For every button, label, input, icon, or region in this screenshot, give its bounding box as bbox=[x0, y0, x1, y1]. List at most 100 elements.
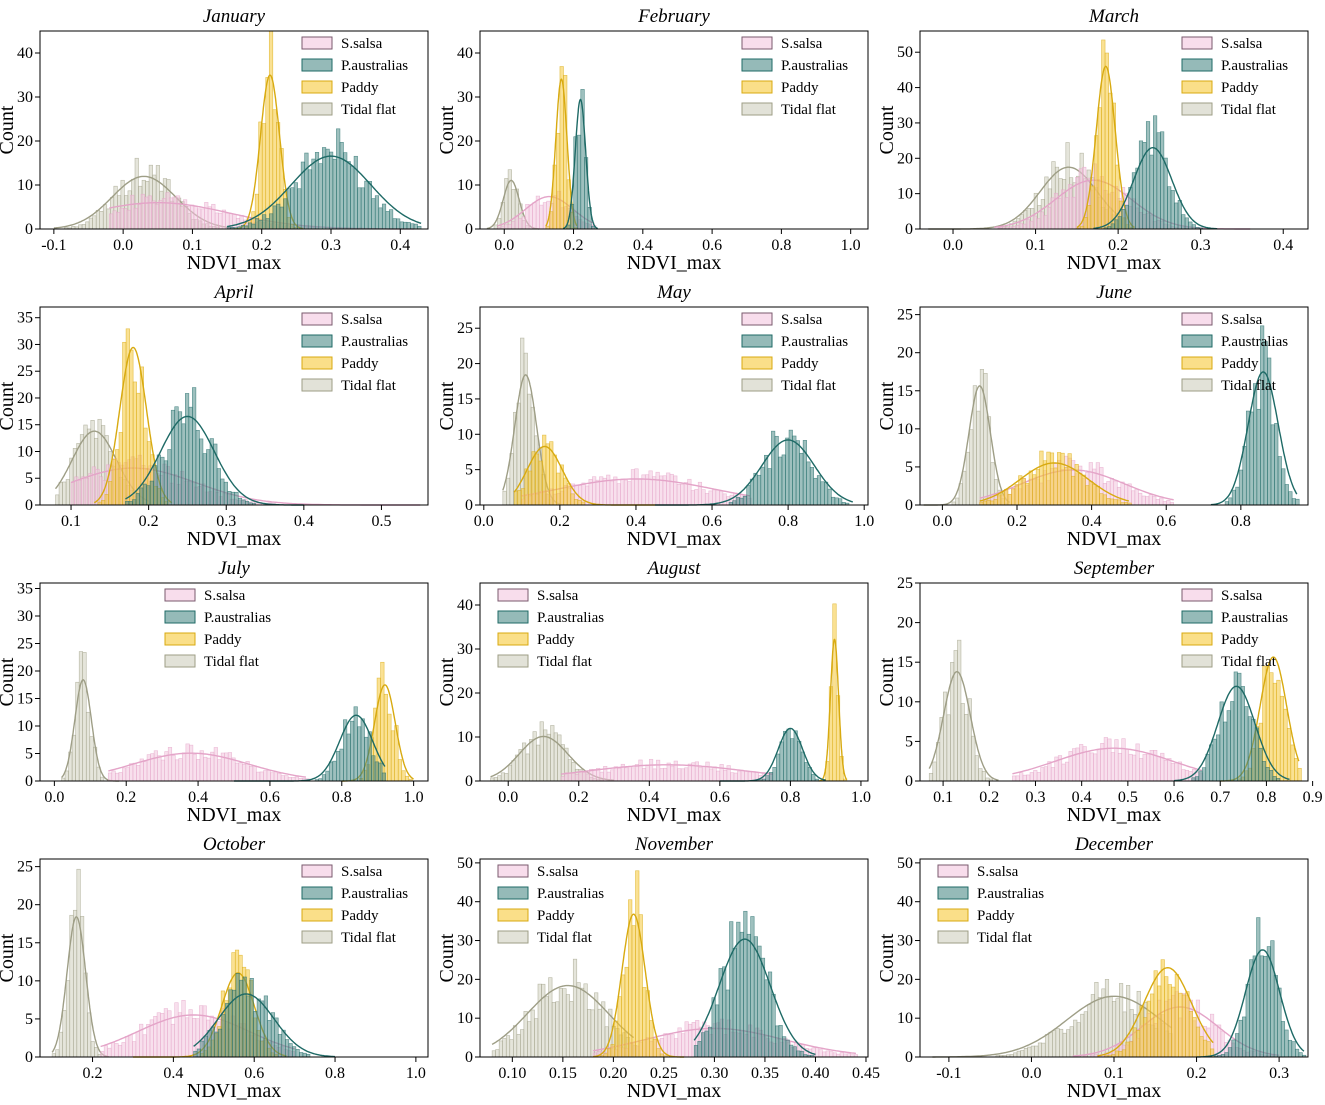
histogram-bar bbox=[154, 203, 159, 230]
histogram-bar bbox=[1052, 1030, 1057, 1058]
panel-july: July 0.0 0.2 0.4 0.6 0.8 1.0 0 5 10 15 20 25 30 35 NDVI… bbox=[0, 558, 429, 826]
panel-title: August bbox=[646, 558, 702, 579]
histogram-bar bbox=[700, 1032, 706, 1058]
histogram-bar bbox=[1272, 776, 1277, 782]
histogram-bar bbox=[167, 747, 173, 782]
y-tick-label: 0 bbox=[905, 1049, 913, 1066]
histogram-bar bbox=[652, 476, 657, 506]
legend-label: Paddy bbox=[977, 908, 1015, 924]
histogram-bar bbox=[381, 203, 387, 230]
histogram-bar bbox=[311, 158, 316, 230]
series-paddy bbox=[818, 603, 848, 782]
histogram-bar bbox=[641, 768, 647, 782]
histogram-bar bbox=[1128, 753, 1133, 782]
histogram-bar bbox=[1177, 200, 1182, 230]
histogram-bar bbox=[1205, 753, 1210, 782]
plot-frame bbox=[39, 306, 429, 506]
y-tick-label: 15 bbox=[17, 417, 33, 434]
histogram-bar bbox=[397, 759, 403, 782]
histogram-bar bbox=[128, 501, 133, 506]
histogram-bar bbox=[616, 483, 621, 506]
histogram-bar bbox=[1046, 451, 1051, 506]
histogram-bar bbox=[1048, 1031, 1053, 1058]
histogram-bar bbox=[214, 212, 219, 230]
histogram-bar bbox=[1083, 216, 1088, 230]
histogram-bar bbox=[1188, 221, 1193, 230]
histogram-bar bbox=[58, 481, 63, 506]
histogram-bar bbox=[89, 736, 94, 782]
histogram-bar bbox=[1155, 499, 1160, 506]
series-tidal-flat bbox=[928, 639, 999, 782]
y-tick-label: 25 bbox=[17, 363, 33, 380]
y-tick-label: 0 bbox=[25, 773, 33, 790]
histogram-bar bbox=[1061, 763, 1066, 782]
legend-label: Paddy bbox=[1221, 356, 1259, 372]
histogram-bar bbox=[673, 760, 678, 782]
histogram-bar bbox=[71, 734, 76, 782]
histogram-bar bbox=[1032, 474, 1037, 506]
histogram-bar bbox=[265, 77, 270, 230]
histogram-bar bbox=[502, 490, 507, 506]
histogram-bar bbox=[1198, 770, 1203, 782]
histogram-bar bbox=[1254, 727, 1260, 782]
histogram-bar bbox=[822, 1051, 827, 1058]
x-tick-label: 0.5 bbox=[1118, 789, 1138, 806]
y-tick-label: 15 bbox=[897, 383, 913, 400]
y-tick-label: 0 bbox=[25, 1049, 33, 1066]
y-tick-label: 35 bbox=[17, 310, 33, 327]
x-tick-label: -0.1 bbox=[41, 237, 66, 254]
histogram-bar bbox=[816, 475, 822, 506]
x-tick-label: 0.2 bbox=[564, 237, 584, 254]
legend-swatch bbox=[1181, 610, 1213, 624]
legend-label: S.salsa bbox=[781, 312, 823, 328]
legend-swatch bbox=[497, 908, 529, 922]
y-tick-label: 10 bbox=[457, 1010, 473, 1027]
histogram-bar bbox=[673, 1038, 679, 1058]
y-tick-label: 40 bbox=[457, 894, 473, 911]
histogram-bar bbox=[156, 1012, 161, 1058]
legend: S.salsa P.australias Paddy Tidal flat bbox=[937, 864, 1044, 946]
histogram-bar bbox=[552, 454, 557, 506]
histogram-bar bbox=[669, 473, 674, 506]
legend-swatch bbox=[164, 588, 196, 602]
histogram-bar bbox=[1194, 776, 1200, 782]
histogram-bar bbox=[328, 761, 334, 782]
series-p-australias bbox=[1173, 671, 1290, 782]
histogram-bar bbox=[1081, 474, 1086, 506]
histogram-bar bbox=[357, 726, 362, 782]
kde-line bbox=[1173, 685, 1290, 782]
histogram-bar bbox=[1011, 488, 1016, 506]
y-tick-label: 20 bbox=[457, 133, 473, 150]
histogram-bar bbox=[185, 743, 190, 782]
histogram-bar bbox=[627, 481, 632, 506]
plot-frame bbox=[479, 858, 869, 1058]
legend-label: Tidal flat bbox=[977, 930, 1033, 946]
legend-label: S.salsa bbox=[1221, 588, 1263, 604]
histogram-bar bbox=[76, 868, 81, 1058]
histogram-bar bbox=[969, 429, 974, 506]
histogram-bar bbox=[1125, 1041, 1130, 1058]
histogram-bar bbox=[704, 493, 710, 506]
y-tick-label: 25 bbox=[897, 575, 913, 592]
histogram-bar bbox=[137, 204, 142, 230]
x-tick-label: 0.8 bbox=[780, 789, 800, 806]
histogram-bar bbox=[595, 479, 600, 506]
histogram-bar bbox=[1015, 775, 1020, 782]
histogram-bar bbox=[101, 500, 106, 506]
histogram-bar bbox=[505, 1035, 511, 1058]
histogram-bar bbox=[634, 764, 640, 782]
histogram-bar bbox=[556, 472, 561, 506]
histogram-bar bbox=[390, 730, 395, 782]
plot-frame bbox=[39, 582, 429, 782]
y-tick-label: 30 bbox=[457, 89, 473, 106]
histogram-bar bbox=[645, 764, 650, 782]
kde-line bbox=[593, 913, 685, 1058]
histogram-bar bbox=[1114, 219, 1119, 230]
histogram-bar bbox=[94, 1047, 99, 1058]
y-axis-label: Count bbox=[0, 105, 18, 154]
histogram-bar bbox=[1083, 1011, 1088, 1058]
histogram-bar bbox=[185, 393, 190, 506]
histogram-bar bbox=[566, 483, 571, 506]
histogram-bar bbox=[535, 453, 540, 506]
y-tick-label: 15 bbox=[897, 654, 913, 671]
